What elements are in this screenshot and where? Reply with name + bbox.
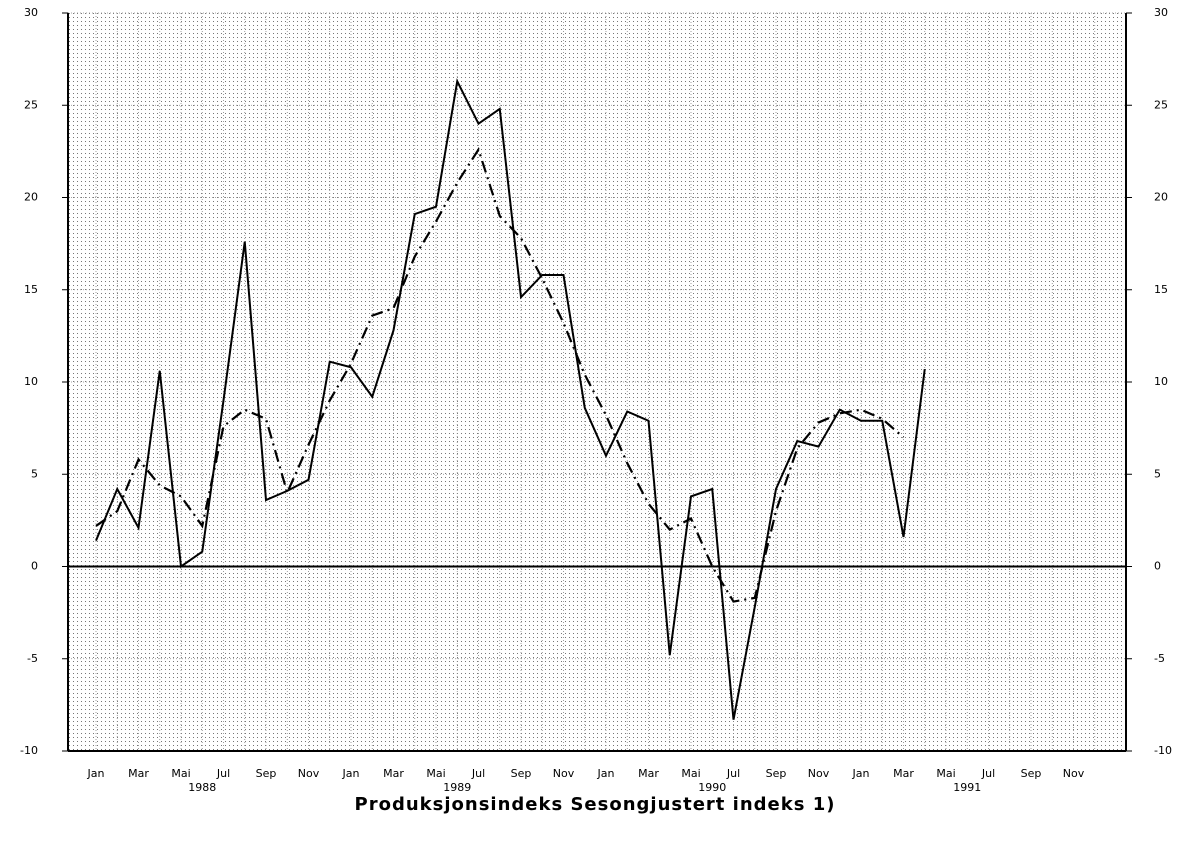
y-tick-label: -5 [27, 652, 38, 665]
series-line [95, 146, 905, 603]
y-tick-label: 5 [31, 467, 38, 480]
y2-tick-label: 10 [1154, 375, 1168, 388]
x-tick-label: Mai [681, 767, 700, 780]
year-label: 1991 [953, 781, 981, 794]
x-tick-label: Jan [87, 767, 105, 780]
y2-tick-label: 25 [1154, 98, 1168, 111]
x-tick-label: Nov [553, 767, 575, 780]
y2-tick-label: 15 [1154, 283, 1168, 296]
x-tick-label: Jan [852, 767, 870, 780]
x-tick-label: Mar [638, 767, 659, 780]
x-tick-label: Mai [936, 767, 955, 780]
x-tick-label: Mai [171, 767, 190, 780]
x-tick-label: Jan [597, 767, 615, 780]
y-tick-label: 15 [24, 283, 38, 296]
x-tick-label: Jul [471, 767, 485, 780]
y-tick-label: 20 [24, 191, 38, 204]
y2-tick-label: 5 [1154, 467, 1161, 480]
year-label: 1988 [188, 781, 216, 794]
x-tick-label: Jan [342, 767, 360, 780]
x-tick-label: Nov [808, 767, 830, 780]
y2-tick-label: -5 [1154, 652, 1165, 665]
x-tick-label: Mai [426, 767, 445, 780]
y2-tick-label: 30 [1154, 6, 1168, 19]
y-tick-label: 0 [31, 560, 38, 573]
y2-tick-label: -10 [1154, 744, 1172, 757]
x-tick-label: Sep [256, 767, 277, 780]
y-tick-label: 25 [24, 98, 38, 111]
y-tick-label: 10 [24, 375, 38, 388]
y2-tick-label: 20 [1154, 191, 1168, 204]
x-tick-label: Sep [1021, 767, 1042, 780]
x-tick-label: Nov [298, 767, 320, 780]
series-line [95, 78, 926, 720]
x-tick-label: Jul [981, 767, 995, 780]
x-tick-label: Jul [216, 767, 230, 780]
x-tick-label: Jul [726, 767, 740, 780]
x-tick-label: Sep [511, 767, 532, 780]
year-label: 1990 [698, 781, 726, 794]
x-tick-label: Mar [893, 767, 914, 780]
year-label: 1989 [443, 781, 471, 794]
x-tick-label: Sep [766, 767, 787, 780]
x-tick-label: Mar [383, 767, 404, 780]
y-tick-label: -10 [20, 744, 38, 757]
x-tick-label: Mar [128, 767, 149, 780]
y2-tick-label: 0 [1154, 560, 1161, 573]
x-tick-label: Nov [1063, 767, 1085, 780]
y-tick-label: 30 [24, 6, 38, 19]
chart-title: Produksjonsindeks Sesongjustert indeks 1… [355, 794, 836, 815]
